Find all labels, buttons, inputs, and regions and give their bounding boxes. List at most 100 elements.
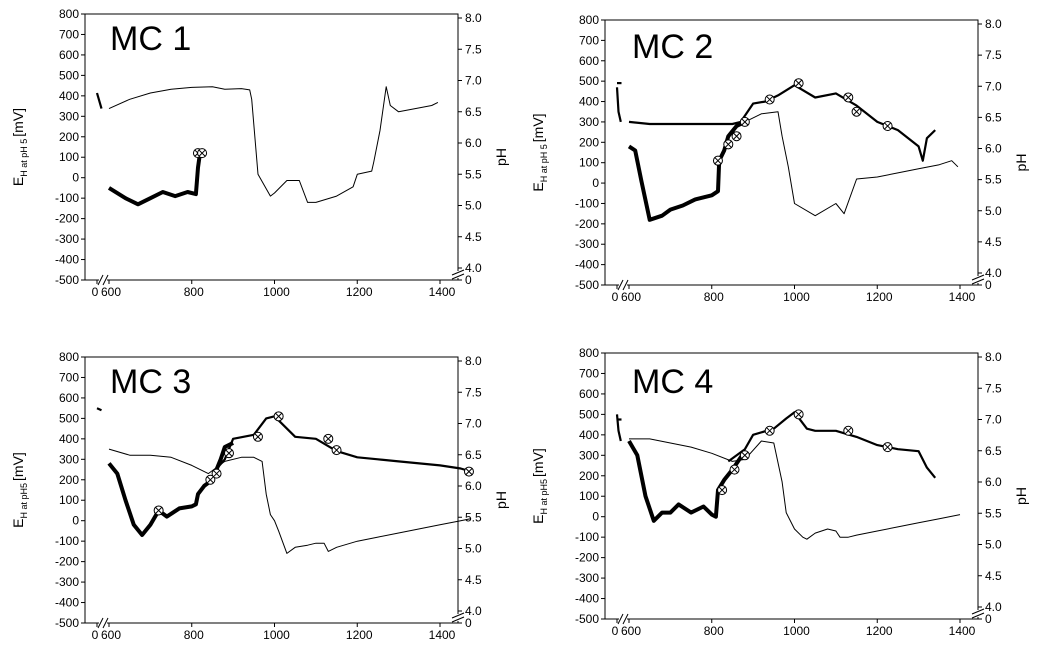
y-axis-label: EH at pH 5[mV] bbox=[530, 113, 549, 191]
plot-frame bbox=[604, 19, 979, 286]
y-tick-label: 0 bbox=[592, 176, 599, 190]
data-marker bbox=[463, 466, 474, 477]
y2-axis-label: pH bbox=[493, 148, 509, 166]
y-tick-label: -500 bbox=[55, 616, 79, 630]
y2-tick-label: 4.5 bbox=[465, 573, 482, 587]
x-tick-label: 1400 bbox=[429, 285, 456, 299]
y-tick-label: 300 bbox=[579, 448, 599, 462]
data-marker bbox=[153, 505, 164, 516]
panel-mc-3: MC 38007006005004003002001000-100-200-30… bbox=[10, 350, 509, 642]
plot-frame bbox=[604, 352, 979, 620]
series-line bbox=[107, 151, 203, 207]
panel-mc-4: MC 48007006005004003002001000-100-200-30… bbox=[530, 346, 1029, 638]
y-tick-label: -400 bbox=[55, 253, 79, 267]
data-marker bbox=[223, 448, 234, 459]
y-tick-label: 400 bbox=[59, 89, 79, 103]
y-tick-label: 400 bbox=[59, 432, 79, 446]
y2-axis-break bbox=[451, 269, 465, 280]
y-tick-label: 800 bbox=[59, 350, 79, 364]
x-tick-label: 0 bbox=[92, 628, 99, 642]
y2-tick-label: 6.0 bbox=[985, 475, 1002, 489]
data-marker bbox=[882, 442, 893, 453]
y-tick-label: 500 bbox=[579, 407, 599, 421]
y-tick-label: 500 bbox=[59, 68, 79, 82]
y2-tick-label: 4.0 bbox=[985, 266, 1002, 280]
y-tick-label: -300 bbox=[575, 237, 599, 251]
y2-tick-label: 5.0 bbox=[465, 542, 482, 556]
y-tick-label: 100 bbox=[59, 493, 79, 507]
x-tick-label: 800 bbox=[184, 285, 204, 299]
x-tick-label: 1200 bbox=[346, 285, 373, 299]
y2-tick-label: 5.5 bbox=[985, 173, 1002, 187]
panel-mc-2: MC 28007006005004003002001000-100-200-30… bbox=[530, 13, 1029, 304]
y2-axis-break bbox=[451, 612, 465, 623]
data-marker bbox=[739, 116, 750, 127]
y-tick-label: 100 bbox=[59, 150, 79, 164]
x-tick-label: 800 bbox=[704, 624, 724, 638]
y-tick-label: 800 bbox=[59, 7, 79, 21]
y2-tick-label: 6.0 bbox=[985, 142, 1002, 156]
y-tick-label: -100 bbox=[575, 530, 599, 544]
data-marker bbox=[793, 409, 804, 420]
y-tick-label: -200 bbox=[55, 555, 79, 569]
y-axis-label: EH at pH5[mV] bbox=[530, 448, 549, 524]
panel-title: MC 3 bbox=[110, 363, 191, 401]
x-tick-label: 800 bbox=[704, 290, 724, 304]
y-tick-label: 0 bbox=[72, 171, 79, 185]
x-tick-label: 0 bbox=[612, 624, 619, 638]
data-marker bbox=[851, 106, 862, 117]
y2-tick-label: 7.0 bbox=[465, 417, 482, 431]
y-tick-label: 500 bbox=[579, 74, 599, 88]
y-tick-label: -400 bbox=[575, 258, 599, 272]
y-tick-label: 400 bbox=[579, 95, 599, 109]
y-tick-label: 500 bbox=[59, 411, 79, 425]
y2-tick-label: 7.0 bbox=[985, 413, 1002, 427]
plot-frame bbox=[84, 356, 459, 624]
y-tick-label: -500 bbox=[575, 612, 599, 626]
series-line bbox=[744, 111, 959, 217]
y-tick-label: 400 bbox=[579, 428, 599, 442]
y2-tick-label: 0 bbox=[465, 616, 472, 630]
data-marker bbox=[205, 474, 216, 485]
data-marker bbox=[764, 94, 775, 105]
plot-frame bbox=[84, 13, 459, 281]
y-tick-label: -400 bbox=[55, 596, 79, 610]
x-tick-label: 1000 bbox=[783, 290, 810, 304]
y-tick-label: -300 bbox=[575, 571, 599, 585]
y-tick-label: 600 bbox=[579, 387, 599, 401]
y2-tick-label: 6.5 bbox=[465, 105, 482, 119]
y2-tick-label: 5.5 bbox=[465, 167, 482, 181]
y-tick-label: 600 bbox=[59, 48, 79, 62]
data-marker bbox=[739, 450, 750, 461]
data-marker bbox=[717, 485, 728, 496]
y-tick-label: 700 bbox=[579, 366, 599, 380]
y2-tick-label: 4.0 bbox=[465, 261, 482, 275]
y-tick-label: 200 bbox=[59, 473, 79, 487]
y-tick-label: 0 bbox=[592, 510, 599, 524]
y-tick-label: -300 bbox=[55, 232, 79, 246]
x-tick-label: 600 bbox=[101, 285, 121, 299]
y-tick-label: -300 bbox=[55, 575, 79, 589]
y2-axis-label: pH bbox=[493, 491, 509, 509]
y-tick-label: 100 bbox=[579, 156, 599, 170]
y2-tick-label: 6.0 bbox=[465, 136, 482, 150]
x-tick-label: 1000 bbox=[263, 285, 290, 299]
x-tick-label: 1200 bbox=[866, 624, 893, 638]
y-tick-label: 0 bbox=[72, 514, 79, 528]
y2-tick-label: 6.5 bbox=[985, 110, 1002, 124]
data-marker bbox=[712, 155, 723, 166]
y-tick-label: 800 bbox=[579, 13, 599, 27]
panel-title: MC 2 bbox=[632, 28, 713, 66]
y-tick-label: -100 bbox=[55, 534, 79, 548]
y-tick-label: 200 bbox=[59, 130, 79, 144]
data-marker bbox=[793, 78, 804, 89]
series-line bbox=[627, 120, 746, 222]
x-tick-label: 600 bbox=[101, 628, 121, 642]
y2-tick-label: 7.5 bbox=[465, 385, 482, 399]
data-marker bbox=[211, 468, 222, 479]
x-axis-break bbox=[617, 279, 629, 291]
y2-tick-label: 4.5 bbox=[985, 569, 1002, 583]
y2-tick-label: 4.5 bbox=[465, 230, 482, 244]
series-line bbox=[615, 414, 622, 442]
